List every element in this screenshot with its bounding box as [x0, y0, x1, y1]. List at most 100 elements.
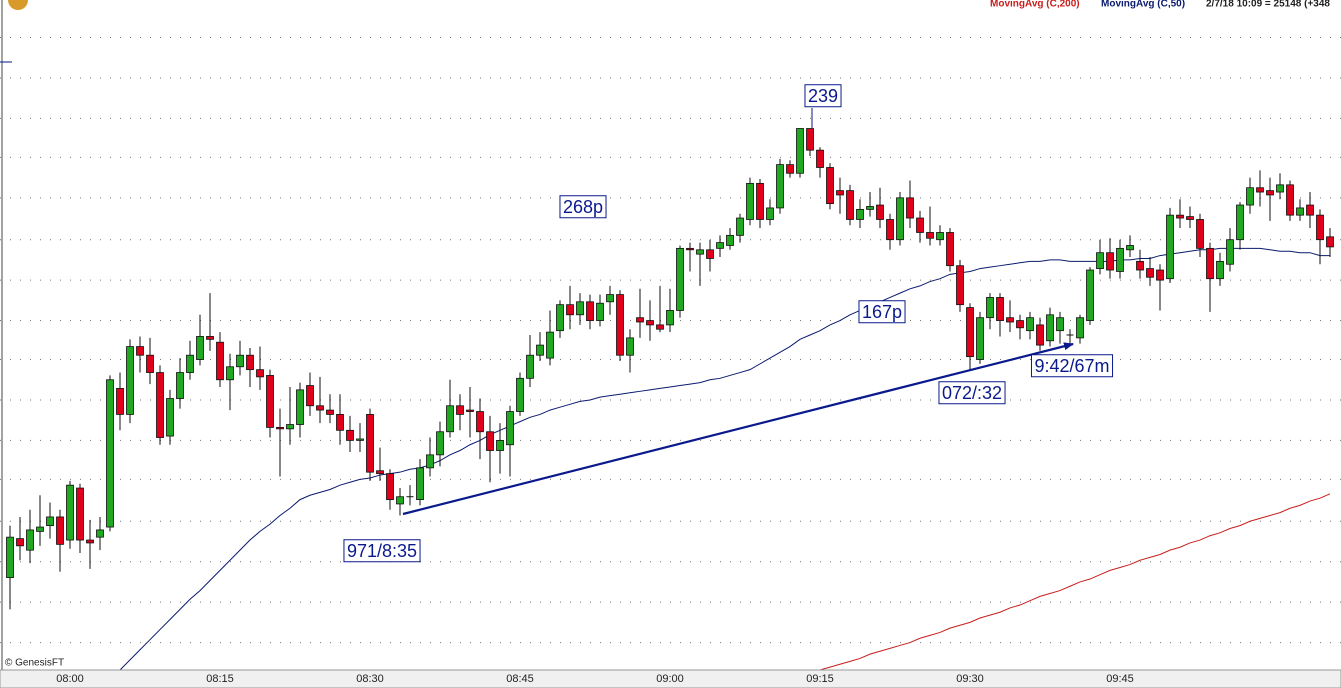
candle-body: [76, 487, 84, 541]
x-tick-label: 08:15: [206, 673, 234, 685]
candle-body: [456, 405, 464, 415]
candle-body: [686, 247, 694, 251]
candle-body: [366, 414, 374, 473]
candle-body: [586, 301, 594, 321]
candle-body: [1086, 269, 1094, 321]
annotation-box: [858, 300, 906, 324]
candle-body: [626, 337, 634, 356]
candle-body: [156, 372, 164, 438]
candle-body: [886, 219, 894, 241]
candle-body: [1126, 245, 1134, 251]
candle-body: [1116, 247, 1124, 272]
annotation: 9:42/67m: [1034, 356, 1109, 376]
candle-body: [866, 206, 874, 210]
candle-body: [1006, 317, 1014, 323]
x-tick-label: 08:00: [56, 673, 84, 685]
candle-body: [676, 247, 684, 311]
annotation-box: [804, 84, 842, 108]
annotation: 167p: [862, 302, 902, 322]
candle-body: [636, 317, 644, 323]
candle-body: [606, 294, 614, 303]
candle-body: [206, 336, 214, 340]
candle-body: [1256, 187, 1264, 193]
candle-body: [836, 190, 844, 196]
candle-body: [36, 526, 44, 532]
candle-body: [956, 265, 964, 306]
candle-body: [786, 164, 794, 174]
candle-body: [1186, 216, 1194, 220]
candle-body: [1216, 260, 1224, 280]
candle-body: [656, 324, 664, 330]
candle-body: [216, 341, 224, 381]
candle-body: [516, 377, 524, 412]
candle-body: [876, 204, 884, 220]
candle-body: [1276, 184, 1284, 193]
x-tick-label: 08:45: [506, 673, 534, 685]
candle-body: [496, 440, 504, 451]
candle-body: [26, 529, 34, 551]
status-text: 2/7/18 10:09 = 25148 (+348: [1206, 0, 1330, 10]
x-axis: 08:00 08:15 08:30 08:45 09:00 09:15 09:30 09:45: [56, 673, 1134, 685]
candle-body: [826, 167, 834, 204]
candle-body: [756, 182, 764, 220]
candle-body: [106, 379, 114, 528]
candle-body: [476, 411, 484, 433]
candle-body: [1136, 260, 1144, 271]
candle-body: [1056, 317, 1064, 332]
x-tick-label: 08:30: [356, 673, 384, 685]
candle-body: [446, 405, 454, 433]
moving-average-line: [819, 493, 1331, 670]
candle-body: [916, 217, 924, 233]
candle-body: [246, 354, 254, 371]
annotation: 971/8:35: [347, 541, 417, 561]
x-axis-strip: [0, 669, 1341, 688]
candle-body: [696, 249, 704, 255]
annotation-box: [559, 195, 607, 219]
candle-body: [6, 536, 14, 578]
annotation-box: [1030, 354, 1114, 378]
candle-body: [1226, 239, 1234, 265]
candle-body: [376, 470, 384, 475]
annotation-box: [343, 539, 421, 563]
candle-body: [806, 128, 814, 151]
annotation-box: [938, 381, 1006, 405]
candle-body: [816, 149, 824, 168]
candle-body: [266, 375, 274, 428]
candle-body: [346, 429, 354, 441]
candle-body: [16, 538, 24, 547]
candle-body: [526, 354, 534, 379]
candle-body: [1306, 204, 1314, 216]
candle-body: [796, 128, 804, 174]
candle-body: [986, 297, 994, 319]
candle-body: [706, 249, 714, 259]
candle-body: [126, 346, 134, 415]
annotation: 268p: [563, 197, 603, 217]
candle-body: [116, 388, 124, 415]
candle-body: [86, 539, 94, 544]
candle-body: [1016, 320, 1024, 329]
candle-body: [426, 454, 434, 469]
candle-body: [356, 438, 364, 441]
candle-body: [556, 304, 564, 332]
candle-body: [946, 232, 954, 267]
candle-body: [576, 301, 584, 316]
candle-body: [936, 232, 944, 241]
candle-body: [736, 217, 744, 236]
candle-body: [1196, 219, 1204, 249]
candle-body: [286, 424, 294, 430]
candle-body: [926, 232, 934, 239]
candle-body: [416, 467, 424, 501]
candle-body: [296, 389, 304, 425]
candle-body: [766, 207, 774, 220]
candle-body: [56, 516, 64, 545]
candle-body: [846, 190, 854, 220]
candle-body: [1266, 190, 1274, 196]
candle-body: [1326, 236, 1334, 248]
candle-body: [316, 405, 324, 411]
candle-body: [186, 354, 194, 373]
candle-body: [506, 411, 514, 446]
candle-body: [1206, 247, 1214, 280]
credit: © GenesisFT: [5, 658, 64, 669]
candle-body: [1316, 214, 1324, 241]
